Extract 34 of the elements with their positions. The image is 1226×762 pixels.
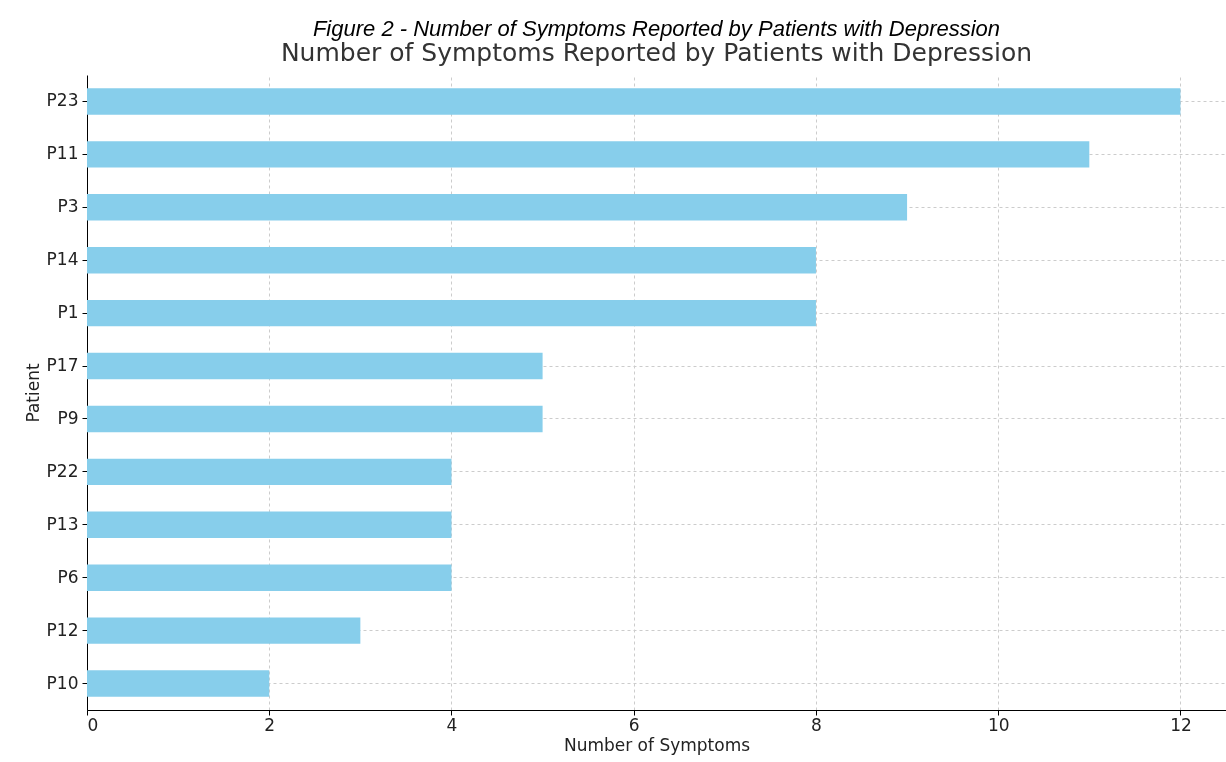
x-tick-label: 8 [811, 714, 822, 735]
y-tick-label: P10 [46, 672, 79, 693]
y-tick-label: P1 [57, 302, 79, 323]
x-tick-label: 2 [264, 714, 276, 735]
bar [87, 617, 361, 644]
y-tick-label: P17 [46, 355, 79, 376]
y-tick-label: P12 [46, 619, 79, 640]
x-tick-label: 6 [628, 714, 640, 735]
bar [87, 405, 543, 433]
bar [87, 299, 816, 327]
y-tick-label: P14 [46, 249, 79, 270]
y-tick-label: P9 [57, 407, 79, 428]
x-tick-label: 0 [87, 714, 99, 735]
y-tick-label: P6 [57, 566, 79, 587]
y-axis-title: Patient [22, 363, 43, 423]
x-tick-label: 10 [987, 714, 1010, 735]
bar [87, 352, 543, 380]
x-tick-label: 12 [1170, 714, 1192, 735]
chart-title: Figure 2 - Number of Symptoms Reported by Patients with Depression [312, 16, 1001, 41]
y-tick-label: P11 [46, 143, 79, 164]
bar [87, 88, 1181, 115]
y-tick-label: P22 [46, 460, 79, 481]
y-tick-label: P23 [46, 90, 79, 111]
bar [87, 458, 452, 486]
x-axis-title: Number of Symptoms [563, 734, 751, 755]
bar [87, 246, 816, 274]
bar [87, 670, 270, 697]
bar [87, 511, 452, 539]
bar [87, 141, 1090, 168]
y-tick-label: P3 [57, 196, 79, 217]
x-tick-label: 4 [446, 714, 458, 735]
y-tick-label: P13 [46, 513, 79, 534]
bar [87, 564, 452, 591]
bar [87, 194, 908, 221]
